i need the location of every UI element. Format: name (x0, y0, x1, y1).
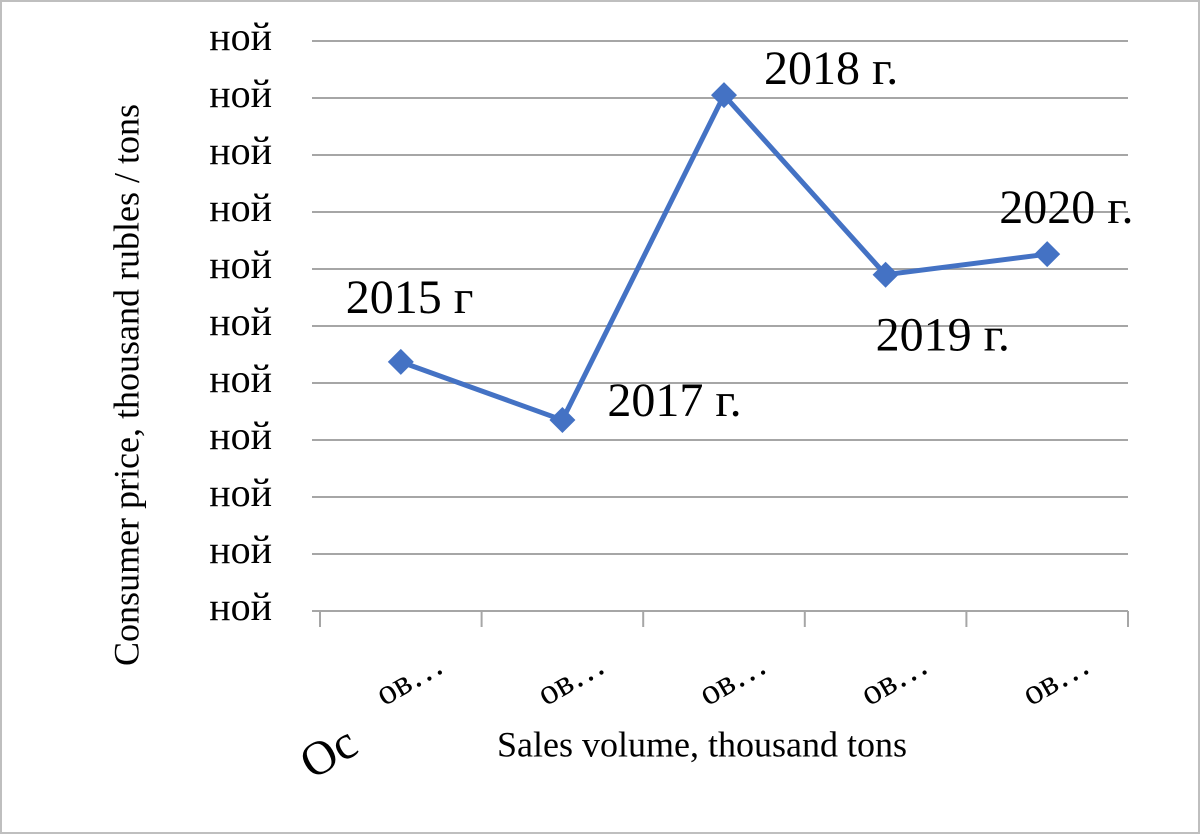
point (1034, 241, 1061, 268)
x-axis-title: Sales volume, thousand tons (497, 724, 907, 764)
y-tick-label: ной (209, 185, 272, 230)
y-tick-label: ной (209, 470, 272, 515)
data-label: 2017 г. (607, 374, 741, 427)
y-tick-label: ной (209, 356, 272, 401)
point (711, 82, 737, 109)
point (549, 407, 576, 434)
y-tick-label: ной (209, 584, 272, 629)
y-tick-label: ной (209, 413, 272, 458)
data-label: 2020 г. (999, 181, 1133, 234)
point (872, 261, 899, 288)
y-tick-label: ной (209, 71, 272, 116)
data-label: 2015 г (346, 271, 474, 324)
data-label: 2018 г. (764, 42, 898, 95)
point (387, 348, 414, 375)
data-label: 2019 г. (876, 309, 1010, 362)
y-axis-title: Consumer price, thousand rubles / tons (106, 104, 146, 666)
y-tick-label: ной (209, 527, 272, 572)
y-tick-label: ной (209, 299, 272, 344)
y-tick-label: ной (209, 242, 272, 287)
y-tick-label: ной (209, 128, 272, 173)
y-tick-label: ной (209, 14, 272, 59)
